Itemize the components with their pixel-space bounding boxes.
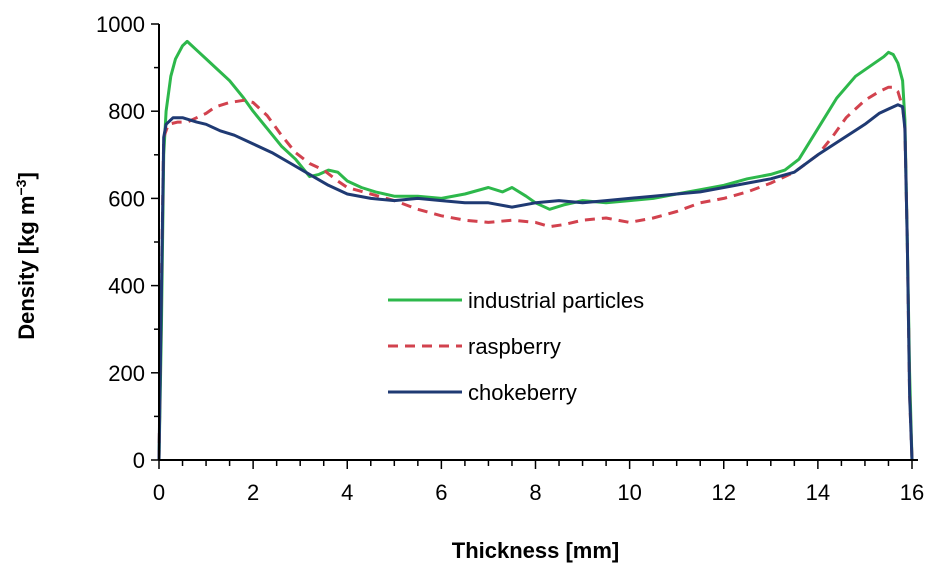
legend-label: industrial particles <box>468 288 644 313</box>
x-tick-label: 16 <box>900 480 924 505</box>
y-tick-label: 600 <box>108 186 145 211</box>
x-tick-label: 4 <box>341 480 353 505</box>
x-tick-label: 8 <box>529 480 541 505</box>
y-axis-title-superscript: −3 <box>13 179 29 195</box>
series-line-chokeberry <box>157 103 914 461</box>
y-tick-label: 800 <box>108 99 145 124</box>
y-ticks: 0 200 400 600 800 1000 <box>96 12 159 473</box>
x-ticks: 0 2 4 6 8 10 12 14 16 <box>153 460 924 505</box>
x-tick-label: 14 <box>806 480 830 505</box>
y-axis-title: Density [kg m−3] <box>13 172 39 340</box>
x-tick-label: 12 <box>712 480 736 505</box>
y-tick-label: 0 <box>133 448 145 473</box>
y-axis-title-close: ] <box>14 172 39 179</box>
legend-label: raspberry <box>468 334 561 359</box>
legend: industrial particles raspberry chokeberry <box>388 288 644 405</box>
series-line-raspberry <box>157 85 914 461</box>
x-tick-label: 0 <box>153 480 165 505</box>
legend-label: chokeberry <box>468 380 577 405</box>
y-tick-label: 1000 <box>96 12 145 37</box>
x-axis-title: Thickness [mm] <box>452 538 620 563</box>
axes: 0 2 4 6 8 10 12 14 16 0 200 400 600 800 1000 <box>96 12 924 505</box>
y-tick-label: 200 <box>108 361 145 386</box>
x-tick-label: 2 <box>247 480 259 505</box>
x-tick-label: 10 <box>617 480 641 505</box>
plot-lines <box>157 39 914 461</box>
x-tick-label: 6 <box>435 480 447 505</box>
y-axis-title-main: Density [kg m <box>14 196 39 340</box>
y-tick-label: 400 <box>108 274 145 299</box>
series-line-industrial-particles <box>157 39 914 461</box>
